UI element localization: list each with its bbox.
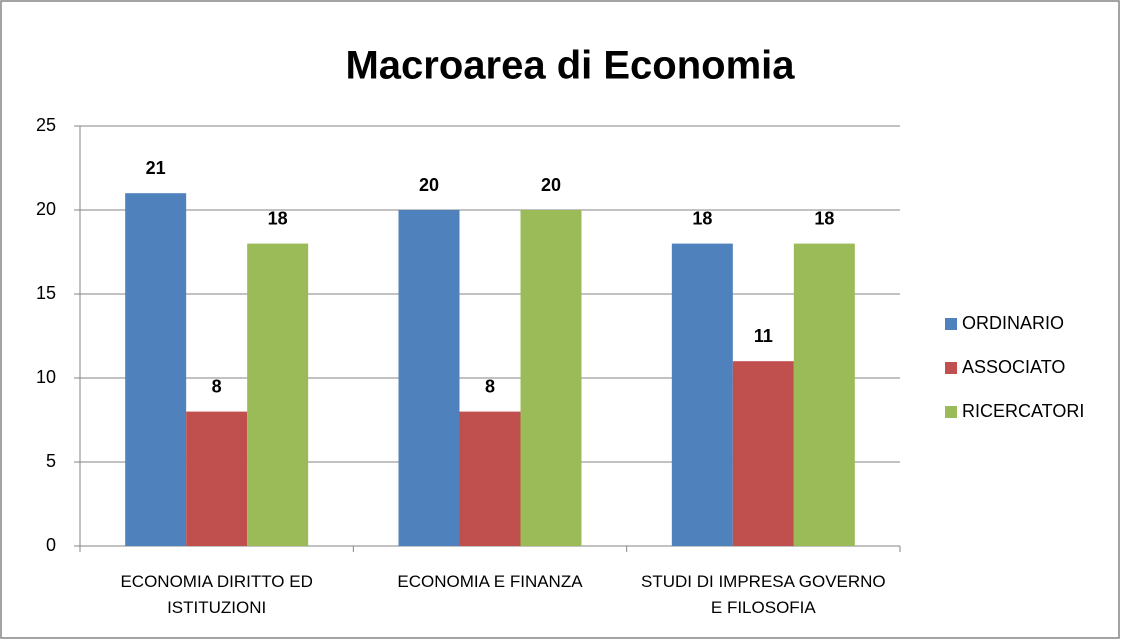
bar [793, 243, 855, 546]
y-tick-label: 15 [36, 283, 56, 303]
y-tick-label: 10 [36, 367, 56, 387]
bar [459, 411, 521, 546]
data-label: 8 [212, 376, 222, 396]
bar [671, 243, 733, 546]
legend-label: ORDINARIO [962, 313, 1064, 333]
data-label: 21 [146, 158, 166, 178]
data-label: 20 [541, 175, 561, 195]
data-label: 11 [754, 326, 773, 346]
bar [732, 361, 794, 546]
bar [125, 193, 187, 546]
chart-title: Macroarea di Economia [345, 44, 795, 88]
bar [398, 210, 460, 546]
legend-swatch [945, 318, 957, 330]
y-tick-label: 0 [46, 535, 56, 555]
x-tick-label: STUDI DI IMPRESA GOVERNO E FILOSOFIA [641, 572, 886, 617]
data-label: 18 [268, 208, 288, 228]
y-tick-label: 25 [36, 115, 56, 135]
legend-swatch [945, 406, 957, 418]
bar [247, 243, 309, 546]
data-label: 18 [814, 208, 834, 228]
x-tick-label: ECONOMIA E FINANZA [397, 572, 583, 591]
y-tick-label: 5 [46, 451, 56, 471]
y-tick-label: 20 [36, 199, 56, 219]
data-label: 8 [485, 376, 495, 396]
bar [520, 210, 582, 546]
data-label: 18 [692, 208, 712, 228]
data-label: 20 [419, 175, 439, 195]
x-tick-label: ECONOMIA DIRITTO ED ISTITUZIONI [120, 572, 313, 617]
legend-label: ASSOCIATO [962, 357, 1065, 377]
legend-label: RICERCATORI [962, 401, 1084, 421]
legend-swatch [945, 362, 957, 374]
bar [186, 411, 248, 546]
